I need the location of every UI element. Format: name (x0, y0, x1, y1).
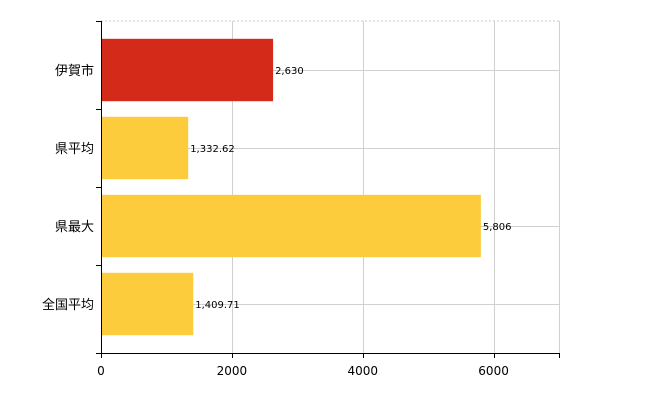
data-label-2: 5,806 (483, 222, 512, 233)
data-label-3: 1,409.71 (195, 300, 240, 311)
category-label-2: 県最大 (55, 220, 94, 235)
x-tick-label-1: 2000 (217, 364, 248, 378)
axes (96, 21, 560, 358)
x-tick-label-2: 4000 (347, 364, 378, 378)
bar-0 (101, 38, 274, 102)
data-label-1: 1,332.62 (190, 144, 235, 155)
bar-1 (101, 116, 189, 180)
category-label-3: 全国平均 (42, 297, 94, 313)
x-tick-label-3: 6000 (478, 364, 509, 378)
data-label-0: 2,630 (275, 66, 304, 77)
bar-3 (101, 272, 194, 336)
bar-2 (101, 194, 481, 258)
category-label-1: 県平均 (55, 142, 94, 157)
bars (101, 38, 481, 336)
category-label-0: 伊賀市 (55, 63, 94, 79)
x-tick-label-0: 0 (97, 364, 105, 378)
